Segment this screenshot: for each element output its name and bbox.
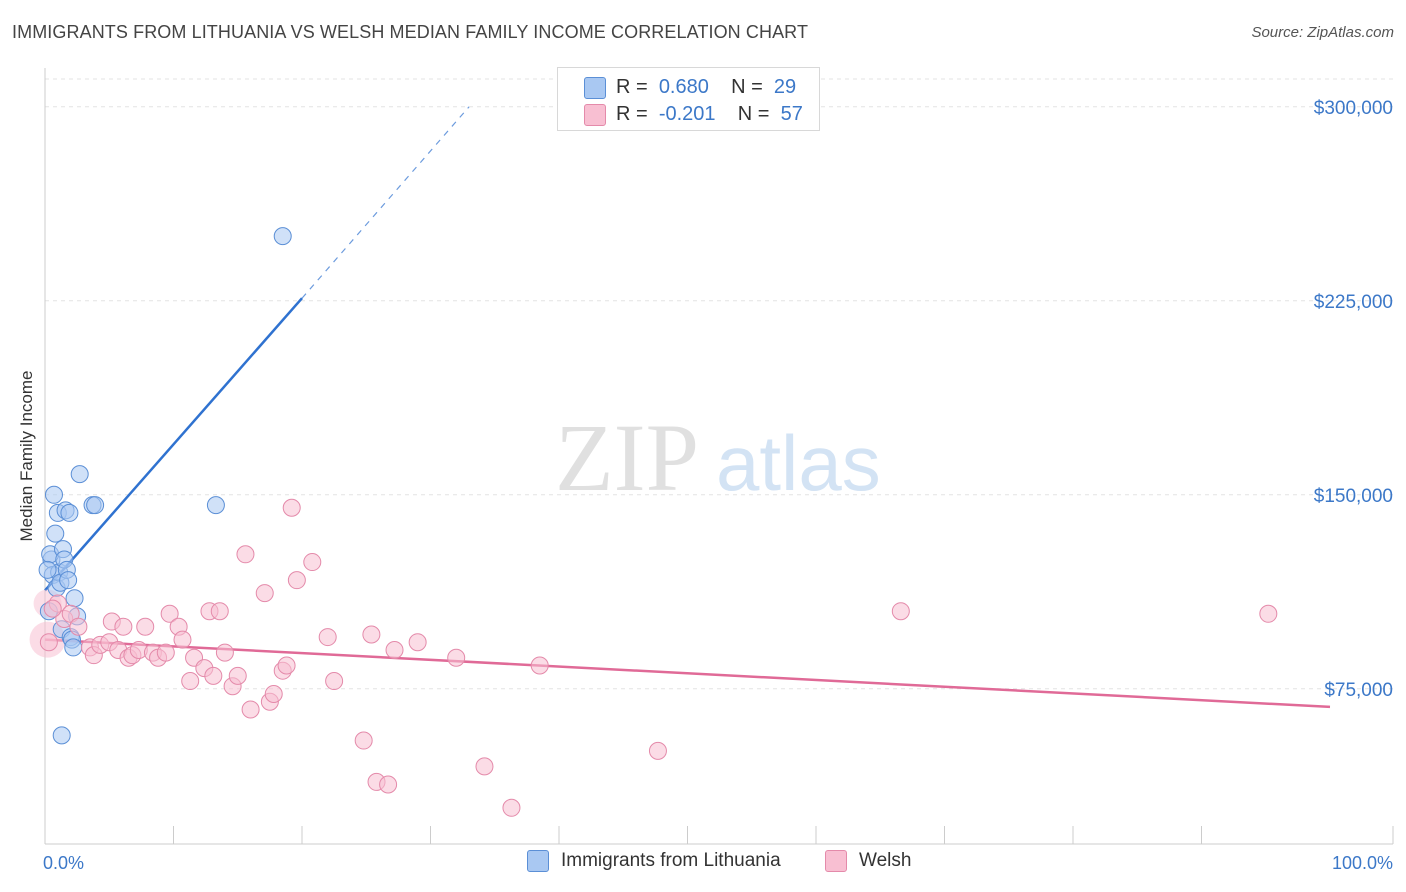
axes bbox=[44, 68, 1394, 845]
point-welsh bbox=[282, 498, 301, 517]
point-welsh bbox=[255, 584, 274, 603]
point-welsh bbox=[648, 741, 667, 760]
point-lithuania bbox=[64, 638, 83, 657]
point-welsh bbox=[362, 625, 381, 644]
point-welsh bbox=[215, 643, 234, 662]
trendline-0 bbox=[44, 297, 303, 592]
point-welsh bbox=[210, 602, 229, 621]
y-tick-labels: $75,000 $150,000 $225,000 $300,000 bbox=[1314, 98, 1393, 701]
y-tick-label: $300,000 bbox=[1314, 98, 1393, 119]
legend-text-lithuania: R = 0.680 N = 29 bbox=[616, 76, 796, 99]
trendline-1 bbox=[44, 638, 1331, 709]
watermark: ZIP atlas bbox=[555, 404, 881, 511]
point-welsh bbox=[181, 672, 200, 691]
y-tick-label: $150,000 bbox=[1314, 486, 1393, 507]
legend-label-welsh: Welsh bbox=[859, 850, 912, 871]
point-welsh bbox=[160, 604, 179, 623]
point-welsh bbox=[136, 617, 155, 636]
legend-item-lithuania[interactable]: Immigrants from Lithuania bbox=[527, 850, 781, 872]
points bbox=[29, 227, 1278, 817]
trendline-extension-0 bbox=[301, 106, 470, 299]
point-lithuania bbox=[44, 485, 63, 504]
source-label: Source: ZipAtlas.com bbox=[1251, 24, 1394, 41]
x-tick-label: 100.0% bbox=[1332, 853, 1393, 873]
r-value: -0.201 bbox=[658, 102, 716, 125]
point-welsh bbox=[241, 700, 260, 719]
y-tick-label: $75,000 bbox=[1324, 680, 1393, 701]
point-lithuania bbox=[70, 465, 89, 484]
point-welsh bbox=[447, 648, 466, 667]
point-lithuania bbox=[206, 496, 225, 515]
point-welsh bbox=[354, 731, 373, 750]
point-welsh bbox=[318, 628, 337, 647]
point-welsh bbox=[303, 553, 322, 572]
chart-title: IMMIGRANTS FROM LITHUANIA VS WELSH MEDIA… bbox=[12, 22, 809, 42]
x-tick-label: 0.0% bbox=[43, 853, 84, 873]
point-welsh bbox=[114, 617, 133, 636]
point-lithuania bbox=[65, 589, 84, 608]
point-welsh bbox=[264, 684, 283, 703]
point-welsh bbox=[156, 643, 175, 662]
r-value: 0.680 bbox=[658, 75, 709, 98]
point-lithuania bbox=[52, 726, 71, 745]
legend-swatch-lithuania bbox=[527, 850, 549, 872]
point-lithuania bbox=[38, 560, 57, 579]
point-welsh bbox=[325, 672, 344, 691]
n-label: N = bbox=[731, 75, 763, 98]
watermark-zip: ZIP bbox=[555, 404, 699, 511]
n-label: N = bbox=[737, 102, 770, 125]
point-welsh bbox=[475, 757, 494, 776]
point-welsh bbox=[408, 633, 427, 652]
point-welsh bbox=[69, 617, 88, 636]
point-welsh bbox=[891, 602, 910, 621]
stats-legend: R = 0.680 N = 29 R = -0.201 N = 57 bbox=[557, 67, 820, 131]
legend-swatch-welsh bbox=[825, 850, 847, 872]
point-welsh bbox=[530, 656, 549, 675]
point-welsh bbox=[277, 656, 296, 675]
point-lithuania bbox=[59, 571, 78, 590]
r-label: R = bbox=[616, 75, 648, 98]
point-welsh bbox=[1259, 604, 1278, 623]
point-welsh bbox=[204, 666, 223, 685]
legend-swatch-lithuania bbox=[584, 77, 606, 99]
point-lithuania bbox=[86, 496, 105, 515]
x-tick-labels: 0.0% 100.0% bbox=[43, 853, 1393, 873]
point-welsh bbox=[39, 633, 58, 652]
legend-label-lithuania: Immigrants from Lithuania bbox=[561, 850, 781, 871]
point-welsh bbox=[43, 599, 62, 618]
legend-text-welsh: R = -0.201 N = 57 bbox=[616, 103, 803, 126]
legend-item-welsh[interactable]: Welsh bbox=[825, 850, 911, 872]
point-lithuania bbox=[60, 503, 79, 522]
point-welsh bbox=[379, 775, 398, 794]
n-value: 57 bbox=[780, 102, 803, 125]
point-welsh bbox=[502, 798, 521, 817]
n-value: 29 bbox=[773, 75, 797, 98]
y-axis-label: Median Family Income bbox=[17, 370, 36, 541]
trendlines bbox=[44, 106, 1331, 709]
gridlines bbox=[45, 78, 1393, 690]
point-welsh bbox=[236, 545, 255, 564]
legend-swatch-welsh bbox=[584, 104, 606, 126]
point-lithuania bbox=[273, 227, 292, 246]
point-welsh bbox=[228, 666, 247, 685]
point-lithuania bbox=[46, 524, 65, 543]
y-tick-label: $225,000 bbox=[1314, 292, 1393, 313]
r-label: R = bbox=[616, 102, 648, 125]
point-welsh bbox=[287, 571, 306, 590]
point-welsh bbox=[173, 630, 192, 649]
point-welsh bbox=[385, 641, 404, 659]
watermark-atlas: atlas bbox=[716, 419, 881, 507]
